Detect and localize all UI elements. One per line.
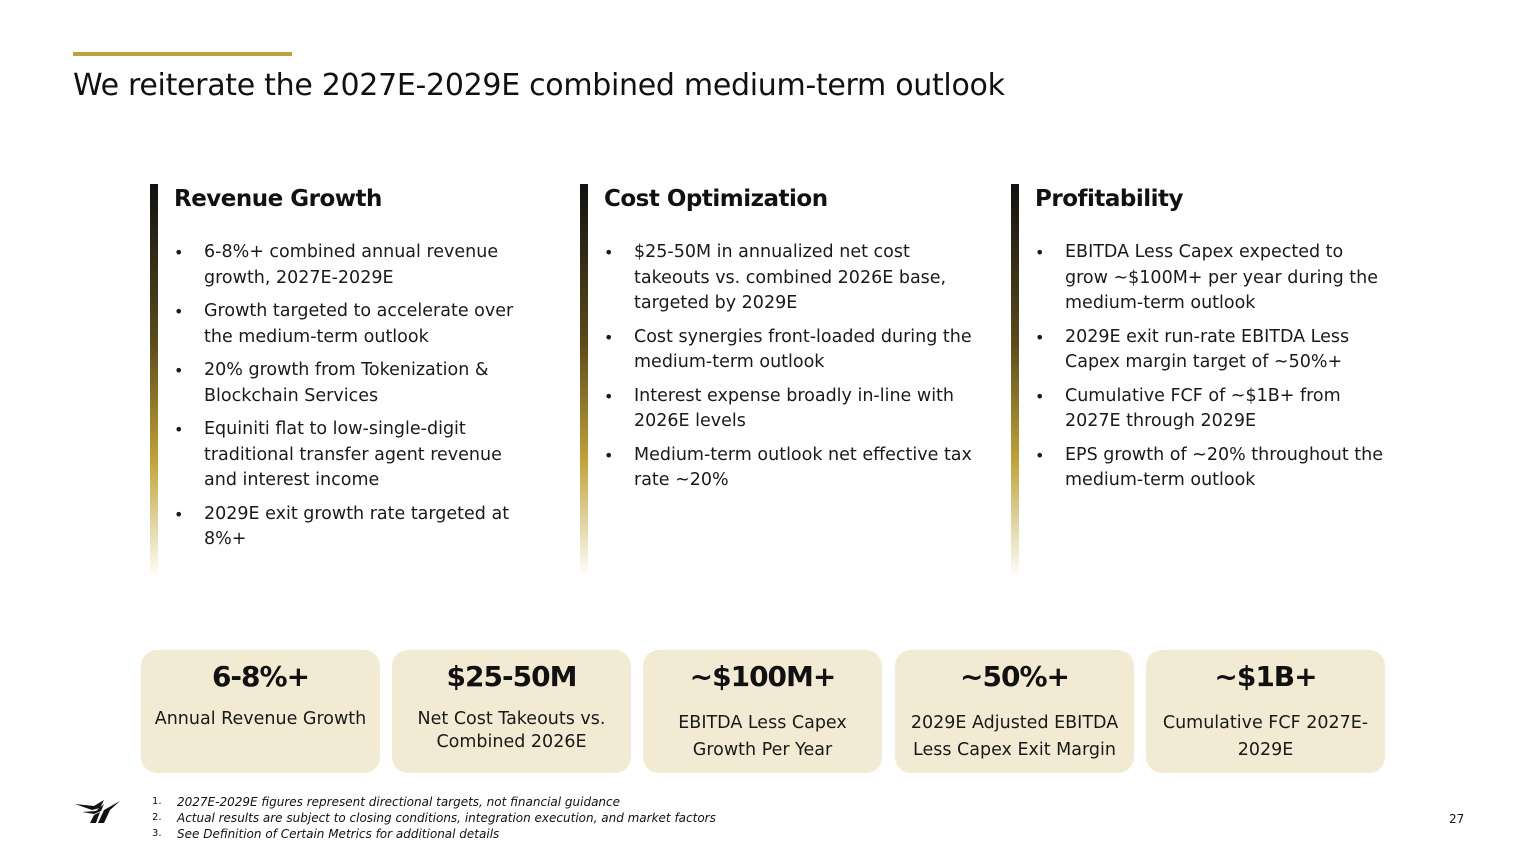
list-item: Medium-term outlook net effective tax ra… <box>604 443 980 494</box>
kpi-label: 2029E Adjusted EBITDA Less Capex Exit Ma… <box>910 713 1119 760</box>
footnote: 1. 2027E-2029E figures represent directi… <box>152 794 716 810</box>
list-item: Interest expense broadly in-line with 20… <box>604 384 980 435</box>
kpi-value: 6-8%+ <box>211 660 310 693</box>
list-item: Growth targeted to accelerate over the m… <box>174 299 530 350</box>
list-item: 2029E exit growth rate targeted at 8%+ <box>174 502 530 553</box>
column-title: Revenue Growth <box>174 186 382 212</box>
column-title: Cost Optimization <box>604 186 828 212</box>
bullet-list: EBITDA Less Capex expected to grow ~$100… <box>1035 240 1391 502</box>
page-title: We reiterate the 2027E-2029E combined me… <box>73 68 1005 103</box>
kpi-value: ~$100M+ <box>689 660 837 693</box>
column-title: Profitability <box>1035 186 1184 212</box>
footnote: 3. See Definition of Certain Metrics for… <box>152 826 716 842</box>
kpi-label: Net Cost Takeouts vs. Combined 2026E <box>417 709 606 752</box>
bullet-list: $25-50M in annualized net cost takeouts … <box>604 240 980 502</box>
column-gradient-rule <box>150 184 158 578</box>
title-accent-bar <box>73 52 292 56</box>
footnote-number: 2. <box>152 812 162 823</box>
kpi-card-ebitda-growth: ~$100M+ EBITDA Less Capex Growth Per Yea… <box>643 650 882 773</box>
revenue-growth-column: Revenue Growth 6-8%+ combined annual rev… <box>150 184 530 578</box>
footnotes: 1. 2027E-2029E figures represent directi… <box>152 794 716 842</box>
list-item: Cost synergies front-loaded during the m… <box>604 325 980 376</box>
kpi-value: ~50%+ <box>960 660 1070 693</box>
kpi-card-cumulative-fcf: ~$1B+ Cumulative FCF 2027E-2029E <box>1146 650 1385 773</box>
cost-optimization-column: Cost Optimization $25-50M in annualized … <box>580 184 980 578</box>
footnote: 2. Actual results are subject to closing… <box>152 810 716 826</box>
bullet-list: 6-8%+ combined annual revenue growth, 20… <box>174 240 530 561</box>
kpi-value: $25-50M <box>446 660 578 693</box>
footnote-text: Actual results are subject to closing co… <box>177 811 716 825</box>
footnote-text: See Definition of Certain Metrics for ad… <box>177 827 500 841</box>
column-gradient-rule <box>1011 184 1019 578</box>
list-item: 20% growth from Tokenization & Blockchai… <box>174 358 530 409</box>
kpi-label: EBITDA Less Capex Growth Per Year <box>678 713 847 760</box>
footnote-number: 3. <box>152 828 162 839</box>
list-item: Equiniti flat to low-single-digit tradit… <box>174 417 530 494</box>
profitability-column: Profitability EBITDA Less Capex expected… <box>1011 184 1391 578</box>
kpi-card-exit-margin: ~50%+ 2029E Adjusted EBITDA Less Capex E… <box>895 650 1134 773</box>
page-number: 27 <box>1449 812 1465 826</box>
kpi-card-revenue-growth: 6-8%+ Annual Revenue Growth <box>141 650 380 773</box>
list-item: Cumulative FCF of ~$1B+ from 2027E throu… <box>1035 384 1391 435</box>
company-logo-icon <box>75 800 120 823</box>
list-item: EBITDA Less Capex expected to grow ~$100… <box>1035 240 1391 317</box>
list-item: 2029E exit run-rate EBITDA Less Capex ma… <box>1035 325 1391 376</box>
kpi-label: Cumulative FCF 2027E-2029E <box>1162 713 1369 760</box>
list-item: EPS growth of ~20% throughout the medium… <box>1035 443 1391 494</box>
list-item: 6-8%+ combined annual revenue growth, 20… <box>174 240 530 291</box>
list-item: $25-50M in annualized net cost takeouts … <box>604 240 980 317</box>
column-gradient-rule <box>580 184 588 578</box>
footnote-number: 1. <box>152 796 162 807</box>
kpi-card-net-cost-takeouts: $25-50M Net Cost Takeouts vs. Combined 2… <box>392 650 631 773</box>
kpi-value: ~$1B+ <box>1214 660 1317 693</box>
kpi-label: Annual Revenue Growth <box>154 709 367 729</box>
footnote-text: 2027E-2029E figures represent directiona… <box>177 795 621 809</box>
